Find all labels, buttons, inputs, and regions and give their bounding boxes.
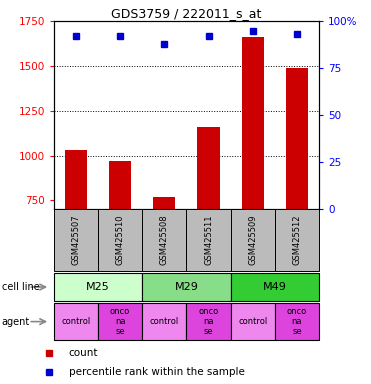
Bar — [275, 209, 319, 271]
Text: GSM425510: GSM425510 — [116, 215, 125, 265]
Bar — [54, 209, 98, 271]
Bar — [231, 273, 319, 301]
Bar — [186, 209, 231, 271]
Bar — [286, 68, 308, 209]
Text: GSM425511: GSM425511 — [204, 215, 213, 265]
Bar — [54, 303, 98, 340]
Text: M29: M29 — [174, 282, 198, 292]
Title: GDS3759 / 222011_s_at: GDS3759 / 222011_s_at — [111, 7, 262, 20]
Bar — [197, 127, 220, 209]
Text: M25: M25 — [86, 282, 110, 292]
Text: count: count — [69, 348, 98, 358]
Text: GSM425512: GSM425512 — [292, 215, 302, 265]
Text: onco
na
se: onco na se — [198, 307, 219, 336]
Bar — [231, 209, 275, 271]
Bar — [98, 209, 142, 271]
Text: GSM425509: GSM425509 — [248, 215, 257, 265]
Text: onco
na
se: onco na se — [287, 307, 307, 336]
Text: GSM425508: GSM425508 — [160, 215, 169, 265]
Bar — [109, 161, 131, 209]
Bar — [65, 150, 87, 209]
Text: GSM425507: GSM425507 — [71, 215, 81, 265]
Text: onco
na
se: onco na se — [110, 307, 130, 336]
Bar — [54, 273, 142, 301]
Bar — [142, 209, 186, 271]
Text: control: control — [61, 317, 91, 326]
Text: cell line: cell line — [2, 282, 40, 292]
Text: percentile rank within the sample: percentile rank within the sample — [69, 367, 244, 377]
Text: control: control — [238, 317, 267, 326]
Bar — [242, 37, 264, 209]
Text: control: control — [150, 317, 179, 326]
Text: M49: M49 — [263, 282, 287, 292]
Text: agent: agent — [2, 316, 30, 327]
Bar — [98, 303, 142, 340]
Bar — [142, 273, 231, 301]
Bar — [275, 303, 319, 340]
Bar — [142, 303, 186, 340]
Bar — [186, 303, 231, 340]
Bar — [231, 303, 275, 340]
Bar — [153, 197, 175, 209]
